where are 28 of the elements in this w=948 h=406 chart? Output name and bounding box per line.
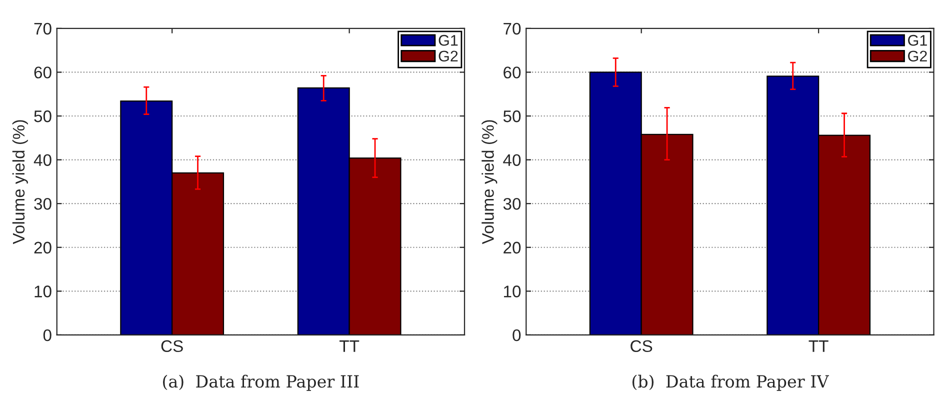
- y-tick-label: 20: [504, 242, 521, 254]
- y-tick-label: 70: [504, 22, 521, 35]
- y-tick-label: 50: [503, 110, 521, 122]
- text: (a) Data from Paper III: [163, 374, 359, 391]
- x-tick-label: TT: [808, 340, 828, 352]
- y-tick-label: 40: [503, 154, 521, 166]
- legend-label: G2: [438, 50, 458, 62]
- y-tick-label: 40: [34, 154, 52, 166]
- y-tick-label: 0: [512, 329, 521, 342]
- text: (b) Data from Paper IV: [632, 374, 829, 391]
- legend-label: G2: [908, 50, 927, 62]
- y-tick-label: 30: [34, 198, 52, 210]
- y-tick-label: 30: [503, 198, 521, 210]
- x-tick-label: TT: [340, 340, 360, 352]
- y-tick-label: 70: [34, 22, 52, 35]
- x-tick-label: CS: [161, 340, 183, 352]
- y-axis-title: Volume yield (%): [482, 120, 498, 244]
- y-tick-label: 60: [34, 66, 52, 78]
- y-tick-label: 20: [34, 242, 52, 254]
- y-tick-label: 60: [504, 66, 521, 78]
- y-axis-title: Volume yield (%): [12, 120, 28, 244]
- legend-label: G1: [908, 34, 927, 46]
- x-tick-label: CS: [630, 340, 652, 352]
- y-tick-label: 50: [34, 110, 52, 122]
- y-tick-label: 10: [504, 286, 521, 298]
- legend-label: G1: [438, 34, 458, 46]
- y-tick-label: 0: [43, 329, 52, 342]
- y-tick-label: 10: [34, 286, 52, 298]
